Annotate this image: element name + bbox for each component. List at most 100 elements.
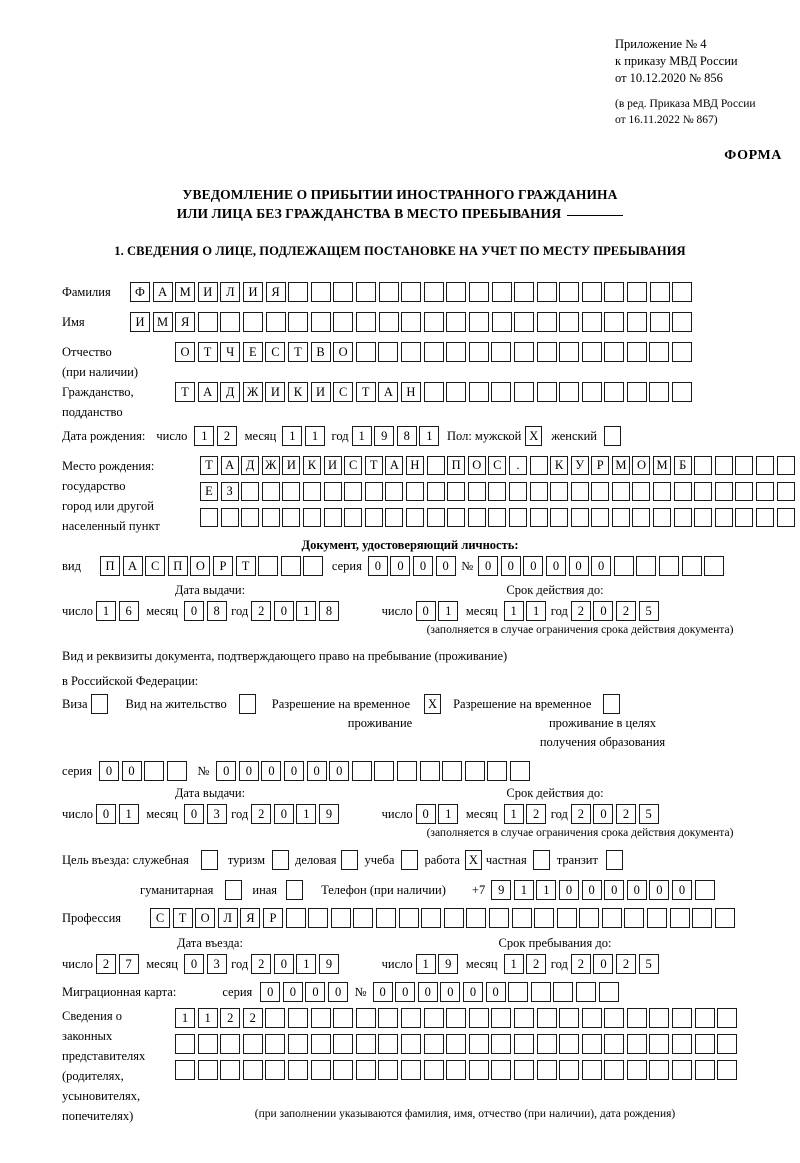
char-cell[interactable] <box>672 342 693 362</box>
char-cell[interactable]: Р <box>591 456 610 475</box>
char-cell[interactable]: Я <box>175 312 196 332</box>
char-cell[interactable] <box>287 1060 308 1080</box>
char-cell[interactable] <box>636 556 657 576</box>
char-cell[interactable] <box>446 1008 467 1028</box>
char-cell[interactable] <box>405 508 424 527</box>
char-cell[interactable]: 0 <box>273 804 294 824</box>
char-cell[interactable] <box>488 508 507 527</box>
char-cell[interactable] <box>400 342 421 362</box>
char-cell[interactable]: Т <box>287 342 308 362</box>
char-cell[interactable]: 9 <box>374 426 395 446</box>
char-cell[interactable] <box>323 508 342 527</box>
char-cell[interactable]: 2 <box>251 804 272 824</box>
char-cell[interactable] <box>559 382 580 402</box>
purpose-private-checkbox[interactable] <box>532 850 550 870</box>
char-cell[interactable] <box>400 1060 421 1080</box>
char-cell[interactable]: М <box>611 456 630 475</box>
char-cell[interactable]: 0 <box>593 804 614 824</box>
char-cell[interactable]: А <box>197 382 218 402</box>
char-cell[interactable] <box>241 482 260 501</box>
char-cell[interactable]: 0 <box>523 556 544 576</box>
char-cell[interactable] <box>468 312 489 332</box>
char-cell[interactable]: 1 <box>304 426 325 446</box>
char-cell[interactable]: 1 <box>194 426 215 446</box>
char-cell[interactable] <box>287 1008 308 1028</box>
char-cell[interactable] <box>442 761 463 781</box>
char-cell[interactable] <box>467 482 486 501</box>
char-cell[interactable] <box>559 1060 580 1080</box>
char-cell[interactable]: 9 <box>491 880 512 900</box>
char-cell[interactable] <box>570 482 589 501</box>
char-cell[interactable]: Н <box>405 456 424 475</box>
char-cell[interactable] <box>513 382 534 402</box>
char-cell[interactable]: 0 <box>568 556 589 576</box>
char-cell[interactable]: Ж <box>261 456 280 475</box>
char-cell[interactable]: 2 <box>616 804 637 824</box>
char-cell[interactable] <box>378 1008 399 1028</box>
char-cell[interactable] <box>756 508 775 527</box>
char-cell[interactable] <box>632 508 651 527</box>
char-cell[interactable]: З <box>220 482 239 501</box>
char-cell[interactable]: В <box>310 342 331 362</box>
char-cell[interactable] <box>613 556 634 576</box>
char-cell[interactable] <box>717 1034 738 1054</box>
char-cell[interactable]: 1 <box>438 804 459 824</box>
char-cell[interactable] <box>653 482 672 501</box>
char-cell[interactable] <box>468 342 489 362</box>
char-cell[interactable] <box>280 556 301 576</box>
char-cell[interactable] <box>426 456 445 475</box>
char-cell[interactable] <box>672 282 693 302</box>
char-cell[interactable] <box>468 1034 489 1054</box>
char-cell[interactable] <box>175 1034 195 1054</box>
temp-residence-edu-checkbox[interactable] <box>603 694 621 714</box>
purpose-official-checkbox[interactable] <box>200 850 218 870</box>
char-cell[interactable] <box>355 342 376 362</box>
char-cell[interactable] <box>581 342 602 362</box>
char-cell[interactable]: 1 <box>175 1008 195 1028</box>
char-cell[interactable] <box>604 1034 625 1054</box>
char-cell[interactable]: 0 <box>500 556 521 576</box>
char-cell[interactable] <box>513 1060 534 1080</box>
char-cell[interactable]: Т <box>364 456 383 475</box>
char-cell[interactable]: Л <box>217 908 238 928</box>
char-cell[interactable]: Д <box>241 456 260 475</box>
char-cell[interactable] <box>308 908 329 928</box>
char-cell[interactable] <box>598 982 619 1002</box>
char-cell[interactable]: И <box>265 382 286 402</box>
char-cell[interactable] <box>704 556 725 576</box>
char-cell[interactable]: 0 <box>305 982 326 1002</box>
char-cell[interactable] <box>197 312 218 332</box>
char-cell[interactable]: 5 <box>638 954 659 974</box>
char-cell[interactable]: М <box>175 282 196 302</box>
char-cell[interactable]: Ф <box>130 282 150 302</box>
char-cell[interactable] <box>467 508 486 527</box>
char-cell[interactable] <box>649 342 670 362</box>
char-cell[interactable]: А <box>378 382 399 402</box>
char-cell[interactable] <box>488 482 507 501</box>
char-cell[interactable]: 6 <box>118 601 139 621</box>
char-cell[interactable] <box>604 282 625 302</box>
char-cell[interactable]: 1 <box>197 1008 218 1028</box>
char-cell[interactable] <box>604 382 625 402</box>
char-cell[interactable] <box>513 1008 534 1028</box>
char-cell[interactable] <box>265 312 286 332</box>
char-cell[interactable]: М <box>152 312 173 332</box>
char-cell[interactable]: 8 <box>319 601 340 621</box>
char-cell[interactable] <box>694 880 715 900</box>
char-cell[interactable] <box>333 1008 354 1028</box>
legal-rep-row-3-cells[interactable] <box>175 1060 740 1080</box>
char-cell[interactable]: 9 <box>319 954 340 974</box>
char-cell[interactable] <box>514 282 535 302</box>
char-cell[interactable] <box>509 761 530 781</box>
